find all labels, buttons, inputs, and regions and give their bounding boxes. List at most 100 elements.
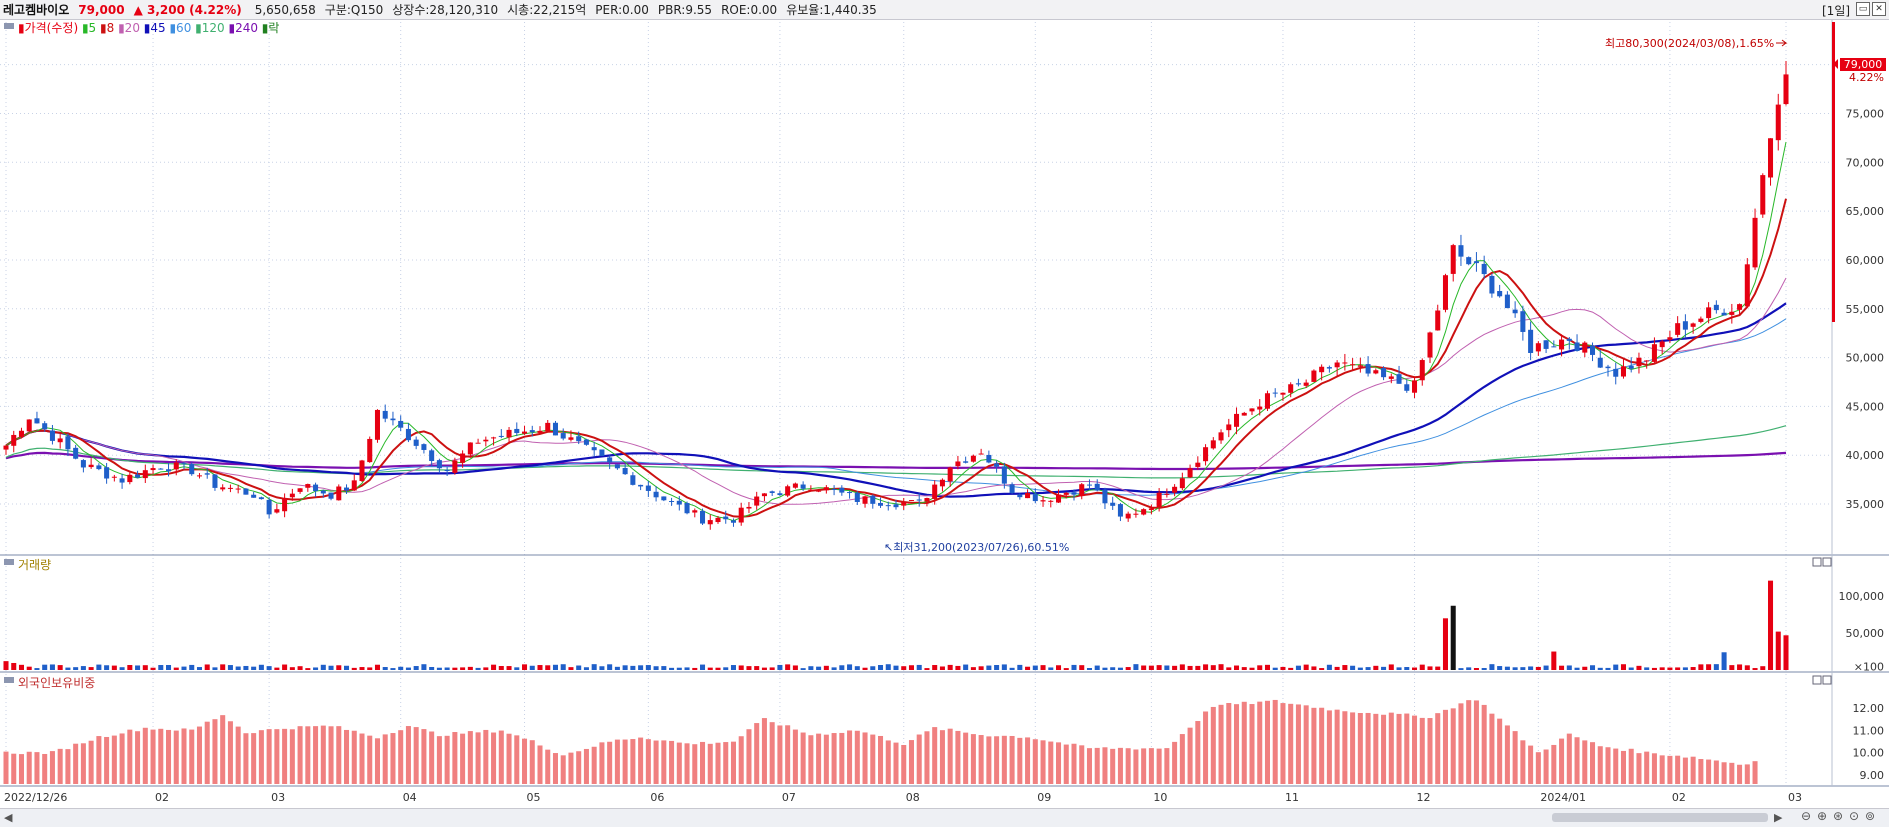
candle-body: [1326, 367, 1332, 369]
legend-item[interactable]: ▮45: [140, 21, 166, 35]
foreign-ratio-bar: [1025, 737, 1031, 784]
legend-item[interactable]: ▮120: [191, 21, 224, 35]
candle-body: [970, 455, 976, 462]
foreign-ratio-bar: [421, 729, 427, 784]
volume-panel-menu-icon[interactable]: [4, 559, 14, 565]
volume-bar: [1651, 667, 1657, 670]
foreign-ratio-bar: [1264, 700, 1270, 784]
volume-bar: [1690, 667, 1696, 670]
volume-maximize-icon[interactable]: [1812, 557, 1822, 567]
foreign-ratio-bar: [467, 731, 473, 784]
candle-body: [1682, 321, 1688, 330]
candle-body: [839, 487, 845, 493]
foreign-close-icon[interactable]: [1822, 675, 1832, 685]
candle-body: [1412, 380, 1418, 393]
candle-body: [1473, 261, 1479, 264]
volume-bar: [444, 667, 450, 670]
candle-body: [1489, 275, 1495, 294]
stock-name[interactable]: 레고켐바이오: [3, 3, 70, 17]
candle-body: [994, 463, 1000, 467]
volume-bar: [181, 666, 187, 670]
volume-bar: [692, 667, 698, 670]
foreign-title: 외국인보유비중: [18, 676, 95, 690]
foreign-panel-menu-icon[interactable]: [4, 677, 14, 683]
volume-bar: [282, 664, 288, 670]
volume-bar: [932, 665, 938, 670]
volume-bar: [1110, 667, 1116, 670]
roe-value: ROE:0.00: [721, 2, 778, 17]
candle-body: [545, 422, 551, 432]
scroll-thumb[interactable]: [1552, 813, 1768, 822]
volume-bar: [1566, 665, 1572, 670]
candle-body: [730, 520, 736, 523]
foreign-ratio-bar: [669, 740, 675, 784]
volume-bar: [1559, 665, 1565, 670]
candle-body: [1628, 365, 1634, 369]
candle-body: [932, 484, 938, 499]
zoom-in-icon[interactable]: ⊕: [1816, 809, 1828, 823]
volume-bar: [754, 666, 760, 670]
legend-item[interactable]: ▮20: [114, 21, 140, 35]
panel-menu-icon[interactable]: [4, 23, 14, 29]
foreign-ratio-bar: [1675, 755, 1681, 784]
volume-bar: [1141, 665, 1147, 670]
candle-body: [552, 422, 558, 436]
candle-body: [258, 497, 264, 500]
foreign-ratio-bar: [986, 736, 992, 784]
volume-bar: [1056, 665, 1062, 670]
foreign-ratio-bar: [150, 729, 156, 784]
volume-close-icon[interactable]: [1822, 557, 1832, 567]
scroll-left-icon[interactable]: ◀: [4, 811, 13, 824]
maximize-icon[interactable]: ▭: [1856, 2, 1870, 16]
foreign-ratio-bar: [42, 753, 48, 784]
candle-body: [359, 460, 365, 482]
foreign-ratio-bar: [1512, 731, 1518, 784]
legend-item[interactable]: ▮5: [78, 21, 96, 35]
chart-area[interactable]: 35,000 40,000 45,000 50,000 55,000 60,000 65,0…: [0, 20, 1889, 808]
volume-bar: [150, 667, 156, 670]
x-axis-labels: 2022/12/26 02 03 04 05 06 07 08 09 10 11 12 2024/01 0…: [4, 791, 1802, 804]
volume-bar: [390, 668, 396, 670]
period-selector[interactable]: [1일]: [1822, 4, 1851, 18]
candle-body: [1466, 257, 1472, 265]
volume-bar: [1450, 605, 1456, 670]
scroll-right-icon[interactable]: ▶: [1774, 811, 1783, 824]
volume-bar: [266, 666, 272, 670]
high-arrow-icon: [1776, 39, 1788, 47]
volume-bar: [235, 666, 241, 670]
volume-bar: [1156, 665, 1162, 670]
volume-bar: [11, 662, 17, 670]
candle-body: [893, 504, 899, 508]
foreign-ratio-bar: [1737, 764, 1743, 784]
foreign-ratio-bar: [1017, 737, 1023, 784]
foreign-tick-label: 9.00: [1860, 769, 1885, 782]
horizontal-scrollbar[interactable]: ◀ ▶ ⊖ ⊕ ⊛ ⊙ ⊚: [0, 808, 1889, 827]
legend-item[interactable]: ▮60: [166, 21, 192, 35]
legend-item[interactable]: ▮8: [96, 21, 114, 35]
legend-item[interactable]: ▮240: [225, 21, 258, 35]
zoom-all-icon[interactable]: ⊚: [1864, 809, 1876, 823]
candle-body: [88, 464, 94, 468]
foreign-ratio-bar: [1744, 764, 1750, 784]
zoom-fit-icon[interactable]: ⊛: [1832, 809, 1844, 823]
legend-item[interactable]: ▮가격(수정): [18, 21, 78, 35]
close-icon[interactable]: ✕: [1872, 2, 1886, 16]
foreign-ratio-bar: [3, 751, 9, 784]
candle-body: [777, 493, 783, 496]
foreign-ratio-bar: [568, 752, 574, 784]
candle-body: [1605, 366, 1611, 369]
foreign-ratio-bar: [769, 722, 775, 784]
zoom-out-icon[interactable]: ⊖: [1800, 809, 1812, 823]
zoom-reset-icon[interactable]: ⊙: [1848, 809, 1860, 823]
candle-body: [1048, 500, 1054, 502]
legend-item[interactable]: ▮락: [258, 21, 279, 35]
foreign-maximize-icon[interactable]: [1812, 675, 1822, 685]
price-tag-text: 79,000: [1844, 58, 1883, 71]
volume-bar: [777, 664, 783, 670]
foreign-ratio-bar: [924, 731, 930, 784]
candle-body: [537, 430, 543, 433]
volume-bar: [576, 665, 582, 670]
volume-bar: [18, 664, 24, 670]
candle-body: [1752, 217, 1758, 268]
foreign-ratio-bar: [560, 755, 566, 784]
